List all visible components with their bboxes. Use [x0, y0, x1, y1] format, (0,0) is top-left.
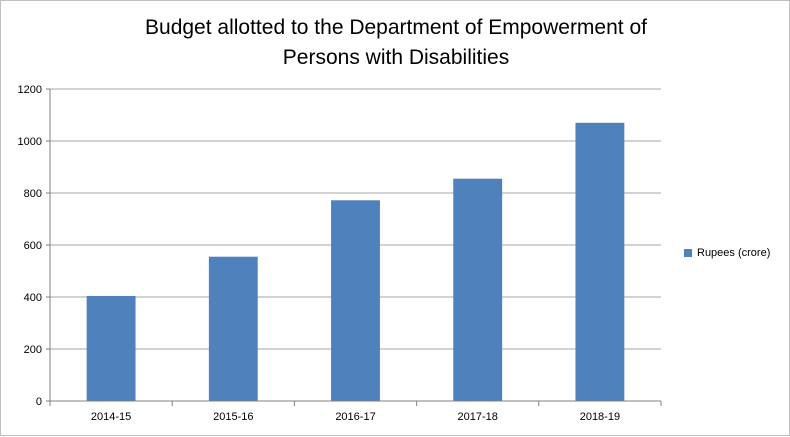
bar-2018-19 [575, 122, 625, 402]
bar-2016-17 [331, 200, 380, 401]
bar-2015-16 [208, 256, 258, 401]
x-tick-label: 2015-16 [213, 411, 253, 423]
y-tick-label: 0 [36, 396, 42, 408]
legend-label: Rupees (crore) [697, 247, 771, 259]
y-tick-label: 1200 [18, 84, 42, 96]
x-tick-label: 2017-18 [458, 411, 498, 423]
x-tick-label: 2016-17 [335, 411, 375, 423]
label-layer: 0 200 400 600 800 1000 1200 2014-15 2015-16 2016-… [18, 84, 621, 423]
x-tick-label: 2014-15 [91, 411, 131, 423]
y-tick-label: 600 [24, 240, 42, 252]
bar-2014-15 [86, 295, 136, 401]
bar-layer [86, 122, 625, 402]
axis-layer [46, 88, 662, 406]
bar-2017-18 [453, 178, 503, 401]
y-tick-label: 800 [24, 188, 42, 200]
x-tick-label: 2018-19 [580, 411, 620, 423]
chart-title: Budget allotted to the Department of Emp… [41, 13, 751, 73]
chart-title-line-2: Persons with Disabilities [282, 46, 510, 69]
legend-swatch [684, 249, 692, 257]
chart-title-line-1: Budget allotted to the Department of Emp… [145, 16, 647, 39]
y-tick-label: 200 [24, 344, 42, 356]
legend: Rupees (crore) [684, 247, 770, 259]
y-tick-label: 400 [24, 292, 42, 304]
y-tick-label: 1000 [18, 136, 42, 148]
